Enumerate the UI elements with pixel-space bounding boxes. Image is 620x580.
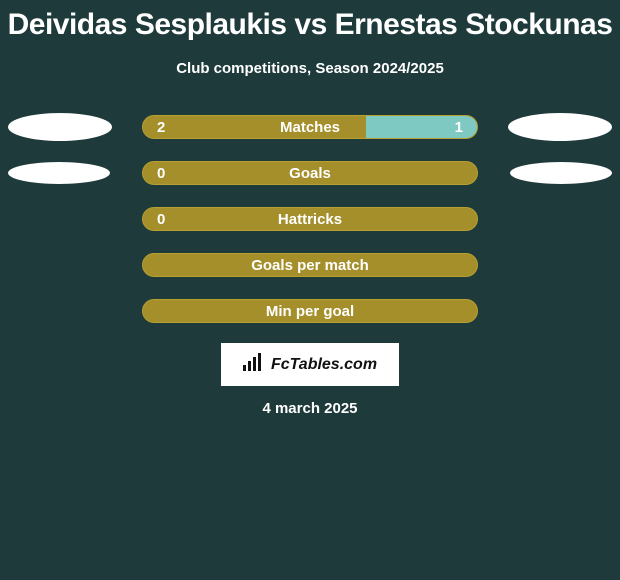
stat-bar: 2 1 Matches bbox=[142, 115, 478, 139]
brand-text: FcTables.com bbox=[271, 356, 377, 374]
stat-bar: Min per goal bbox=[142, 299, 478, 323]
player-ellipse-right bbox=[510, 162, 612, 184]
stat-bar: 0 Hattricks bbox=[142, 207, 478, 231]
stat-rows: 2 1 Matches 0 Goals 0 Hattricks Goals per match… bbox=[0, 115, 620, 323]
subtitle: Club competitions, Season 2024/2025 bbox=[176, 60, 444, 77]
stat-row: 0 Hattricks bbox=[0, 207, 620, 231]
player-ellipse-right bbox=[508, 113, 612, 141]
stat-label: Min per goal bbox=[266, 303, 354, 320]
stat-value-right: 1 bbox=[455, 119, 463, 136]
stat-row: Min per goal bbox=[0, 299, 620, 323]
comparison-container: Deividas Sesplaukis vs Ernestas Stockuna… bbox=[0, 0, 620, 580]
stat-row: 2 1 Matches bbox=[0, 115, 620, 139]
stat-label: Matches bbox=[280, 119, 340, 136]
date-label: 4 march 2025 bbox=[262, 400, 357, 417]
player-ellipse-left bbox=[8, 113, 112, 141]
stat-bar: Goals per match bbox=[142, 253, 478, 277]
stat-label: Goals per match bbox=[251, 257, 369, 274]
player-ellipse-left bbox=[8, 162, 110, 184]
stat-label: Hattricks bbox=[278, 211, 342, 228]
stat-bar: 0 Goals bbox=[142, 161, 478, 185]
brand-box: FcTables.com bbox=[221, 343, 399, 386]
stat-value-left: 0 bbox=[157, 211, 165, 228]
stat-row: 0 Goals bbox=[0, 161, 620, 185]
chart-bars-icon bbox=[243, 353, 265, 376]
stat-label: Goals bbox=[289, 165, 331, 182]
stat-row: Goals per match bbox=[0, 253, 620, 277]
stat-value-left: 0 bbox=[157, 165, 165, 182]
stat-value-left: 2 bbox=[157, 119, 165, 136]
page-title: Deividas Sesplaukis vs Ernestas Stockuna… bbox=[8, 8, 613, 42]
